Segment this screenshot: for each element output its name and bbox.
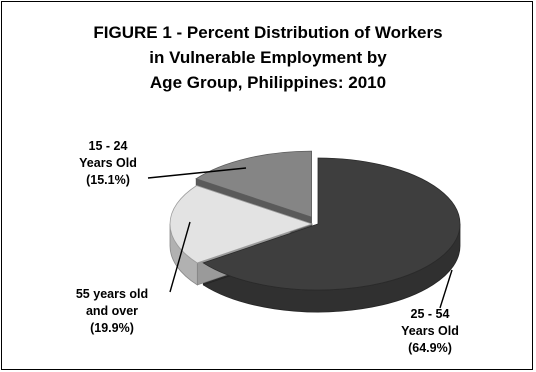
pie-slice-0 [202, 157, 461, 291]
slice-label-1-line-2: (19.9%) [90, 321, 134, 335]
slice-label-2-line-1: Years Old [79, 156, 137, 170]
chart-title-line-3: Age Group, Philippines: 2010 [149, 73, 387, 92]
slice-label-0-line-2: (64.9%) [408, 341, 452, 355]
leader-line-0 [439, 269, 453, 309]
leader-line-1 [169, 221, 191, 293]
chart-title: FIGURE 1 - Percent Distribution of Worke… [0, 20, 536, 95]
chart-title-line-1: FIGURE 1 - Percent Distribution of Worke… [93, 23, 443, 42]
slice-label-0-line-0: 25 - 54 [411, 307, 450, 321]
chart-title-line-2: in Vulnerable Employment by [149, 48, 387, 67]
slice-label-0-line-1: Years Old [401, 324, 459, 338]
slice-label-2-line-0: 15 - 24 [89, 139, 128, 153]
slice-label-2-line-2: (15.1%) [86, 173, 130, 187]
slice-label-1-line-0: 55 years old [76, 287, 148, 301]
pie-slice-2 [195, 150, 312, 218]
leader-line-2 [147, 167, 247, 179]
pie-slice-1 [169, 185, 314, 264]
slice-label-1-line-1: and over [86, 304, 138, 318]
